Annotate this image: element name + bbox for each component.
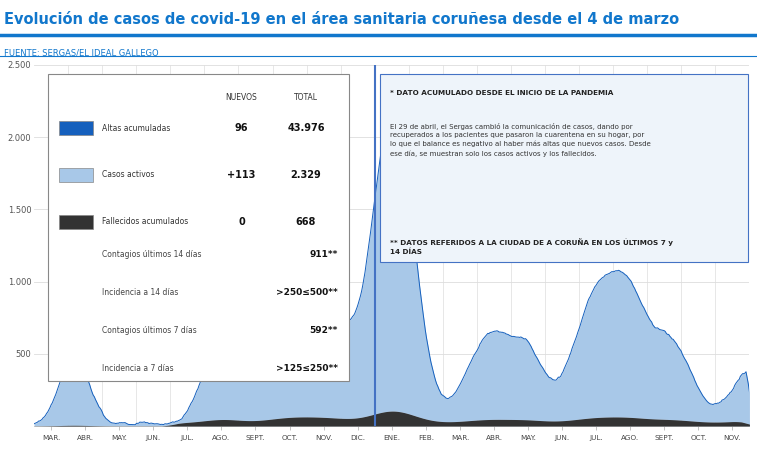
Bar xyxy=(59,168,93,182)
Text: >125≤250**: >125≤250** xyxy=(276,363,338,373)
Text: Casos activos: Casos activos xyxy=(102,170,154,180)
Text: Contagios últimos 7 días: Contagios últimos 7 días xyxy=(102,326,197,335)
Text: 96: 96 xyxy=(235,123,248,133)
Text: >250≤500**: >250≤500** xyxy=(276,288,338,297)
Text: 592**: 592** xyxy=(310,326,338,335)
Text: Contagios últimos 14 días: Contagios últimos 14 días xyxy=(102,250,201,259)
Bar xyxy=(59,215,93,229)
Text: +113: +113 xyxy=(227,170,256,180)
Text: ** DATOS REFERIDOS A LA CIUDAD DE A CORUÑA EN LOS ÚLTIMOS 7 y
14 DÍAS: ** DATOS REFERIDOS A LA CIUDAD DE A CORU… xyxy=(391,238,673,256)
Text: NUEVOS: NUEVOS xyxy=(226,93,257,102)
Text: 43.976: 43.976 xyxy=(287,123,325,133)
Text: FUENTE: SERGAS/EL IDEAL GALLEGO: FUENTE: SERGAS/EL IDEAL GALLEGO xyxy=(4,49,158,57)
Text: Altas acumuladas: Altas acumuladas xyxy=(102,124,170,132)
Text: * DATO ACUMULADO DESDE EL INICIO DE LA PANDEMIA: * DATO ACUMULADO DESDE EL INICIO DE LA P… xyxy=(391,90,614,96)
Text: 0: 0 xyxy=(238,217,245,227)
Text: 668: 668 xyxy=(296,217,316,227)
Text: Evolución de casos de covid-19 en el área sanitaria coruñesa desde el 4 de marzo: Evolución de casos de covid-19 en el áre… xyxy=(4,12,679,26)
Text: TOTAL: TOTAL xyxy=(294,93,318,102)
Bar xyxy=(59,121,93,135)
FancyBboxPatch shape xyxy=(48,74,349,381)
Text: Incidencia a 7 días: Incidencia a 7 días xyxy=(102,363,173,373)
FancyBboxPatch shape xyxy=(379,74,748,262)
Text: El 29 de abril, el Sergas cambió la comunicación de casos, dando por
recuperados: El 29 de abril, el Sergas cambió la comu… xyxy=(391,123,651,156)
Text: 911**: 911** xyxy=(310,250,338,259)
Text: Fallecidos acumulados: Fallecidos acumulados xyxy=(102,218,188,226)
Text: Incidencia a 14 días: Incidencia a 14 días xyxy=(102,288,179,297)
Text: 2.329: 2.329 xyxy=(291,170,321,180)
